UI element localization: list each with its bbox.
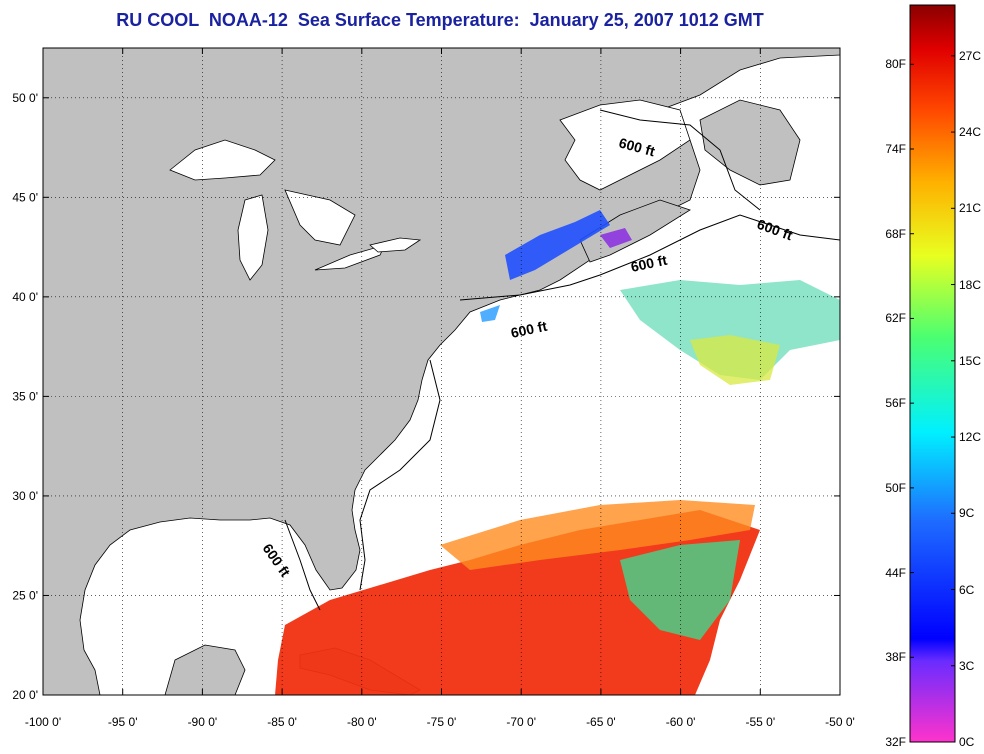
latitude-labels: 50 0' 45 0' 40 0' 35 0' 30 0' 25 0' 20 0' <box>12 91 38 702</box>
lat-label: 50 0' <box>12 91 38 105</box>
land-nova-scotia <box>579 199 691 263</box>
colorbar-f-label: 44F <box>885 565 906 580</box>
lon-label: -100 0' <box>25 715 61 729</box>
colorbar-f-label: 56F <box>885 396 906 411</box>
bathymetry-contours <box>284 109 840 611</box>
colorbar <box>909 4 956 743</box>
lon-label: -65 0' <box>586 715 616 729</box>
lon-label: -90 0' <box>188 715 218 729</box>
sst-blue-shelf <box>480 305 500 322</box>
colorbar-f-label: 68F <box>885 226 906 241</box>
contour-label-600ft-3: 600 ft <box>629 252 668 275</box>
lat-label: 25 0' <box>12 588 38 602</box>
sst-blue-gulf-maine <box>505 210 610 280</box>
colorbar-c-label: 3C <box>959 658 975 673</box>
colorbar-f-label: 50F <box>885 480 906 495</box>
longitude-labels: -100 0' -95 0' -90 0' -85 0' -80 0' -75 0' -70… <box>25 715 855 729</box>
colorbar-c-label: 27C <box>959 48 982 63</box>
colorbar-c-label: 9C <box>959 506 975 521</box>
colorbar-c-label: 0C <box>959 735 975 749</box>
colorbar-f-label: 74F <box>885 142 906 156</box>
lon-label: -80 0' <box>347 715 377 729</box>
lon-label: -55 0' <box>745 715 775 729</box>
lat-label: 45 0' <box>12 190 38 204</box>
map-title: RU COOL NOAA-12 Sea Surface Temperature:… <box>116 10 764 30</box>
lon-label: -95 0' <box>108 715 138 729</box>
lake-michigan <box>237 194 269 281</box>
gulf-st-lawrence <box>559 99 691 191</box>
colorbar-c-label: 6C <box>959 582 975 597</box>
lat-label: 35 0' <box>12 389 38 403</box>
colorbar-c-label: 24C <box>959 125 982 140</box>
sst-orange-band <box>440 500 755 570</box>
axis-ticks <box>42 48 841 696</box>
colorbar-f-label: 80F <box>885 57 906 72</box>
colorbar-f-label: 32F <box>885 735 906 749</box>
lake-huron <box>284 189 356 246</box>
colorbar-f-label: 38F <box>885 650 906 665</box>
map-grid <box>43 48 840 695</box>
lon-label: -70 0' <box>506 715 536 729</box>
lat-label: 20 0' <box>12 688 38 702</box>
lake-ontario <box>369 237 422 253</box>
colorbar-f-label: 62F <box>885 311 906 326</box>
colorbar-c-label: 18C <box>959 277 982 292</box>
sst-purple-patch <box>600 228 632 248</box>
lake-superior <box>169 139 276 181</box>
contour-label-600ft-4: 600 ft <box>509 318 548 341</box>
sst-north-patch <box>620 280 840 380</box>
colorbar-c-label: 15C <box>959 353 982 368</box>
lon-label: -75 0' <box>427 715 457 729</box>
sst-yellow-patch <box>690 335 780 385</box>
colorbar-c-label: 21C <box>959 201 982 216</box>
lon-label: -50 0' <box>825 715 855 729</box>
colorbar-ticks <box>910 55 955 743</box>
lat-label: 40 0' <box>12 290 38 304</box>
colorbar-c-label: 12C <box>959 430 982 445</box>
lat-label: 30 0' <box>12 489 38 503</box>
lon-label: -60 0' <box>666 715 696 729</box>
land-yucatan <box>164 644 246 695</box>
lon-label: -85 0' <box>267 715 297 729</box>
sst-green-patch <box>620 540 740 640</box>
